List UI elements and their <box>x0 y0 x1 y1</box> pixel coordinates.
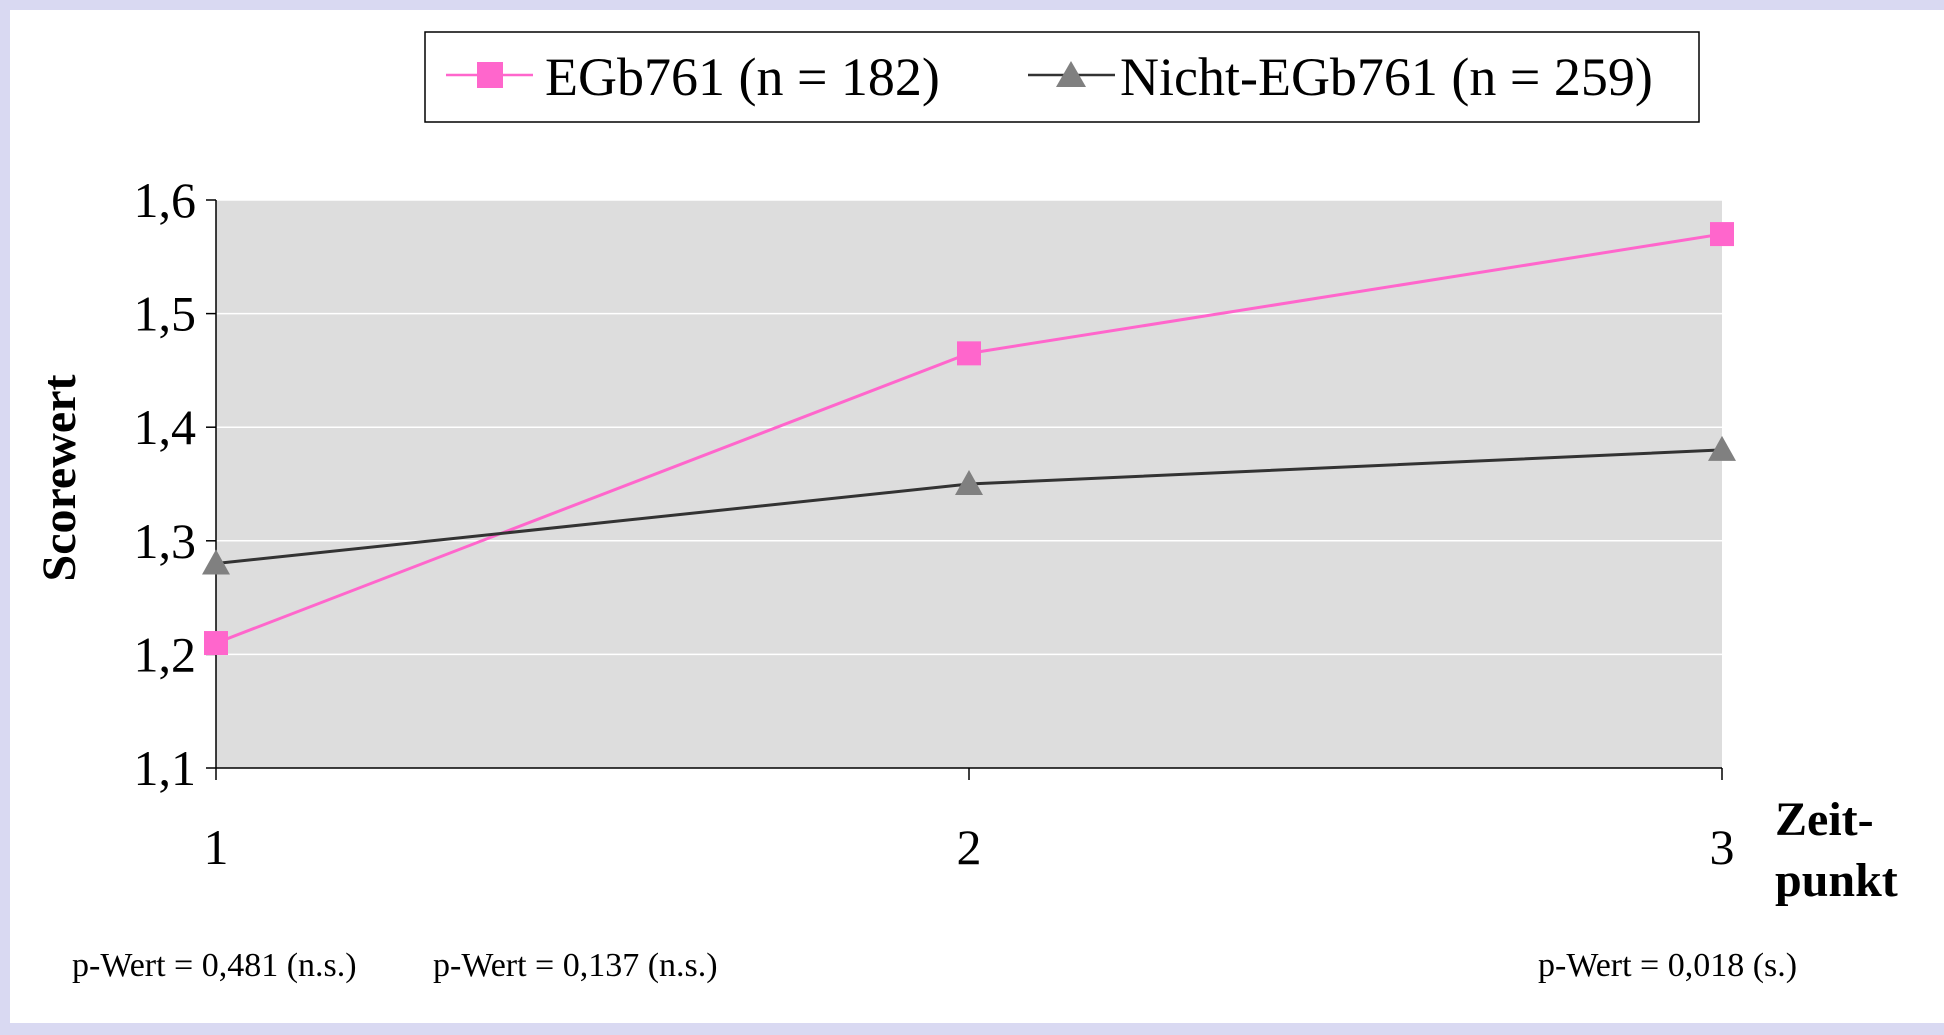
data-point <box>202 549 230 575</box>
y-tick-label: 1,1 <box>134 740 197 796</box>
x-axis-ticks: 1 2 3 <box>204 768 1735 875</box>
y-axis-title: Scorewert <box>33 374 86 581</box>
y-tick-label: 1,3 <box>134 513 197 569</box>
data-point <box>1710 222 1734 247</box>
series-layer <box>202 222 1736 656</box>
y-axis-ticks: 1,1 1,2 1,3 1,4 1,5 1,6 <box>134 172 216 796</box>
data-point <box>955 470 983 495</box>
p-value-annotation-1: p-Wert = 0,481 (n.s.) <box>72 947 357 984</box>
x-axis-title-line2: punkt <box>1775 854 1898 907</box>
series-2 <box>202 435 1736 575</box>
y-tick-label: 1,4 <box>134 399 197 455</box>
y-tick-label: 1,6 <box>134 172 197 228</box>
p-value-annotation-2: p-Wert = 0,137 (n.s.) <box>433 947 718 984</box>
legend-label-egb761: EGb761 (n = 182) <box>545 47 940 107</box>
x-tick-label: 3 <box>1710 819 1735 875</box>
data-point <box>1708 435 1736 461</box>
legend-marker-nicht-egb761 <box>1056 61 1086 87</box>
legend: EGb761 (n = 182) Nicht-EGb761 (n = 259) <box>424 31 1700 123</box>
series-1 <box>204 222 1734 656</box>
y-tick-label: 1,2 <box>134 626 197 682</box>
p-value-annotation-3: p-Wert = 0,018 (s.) <box>1538 947 1797 984</box>
x-axis-title-line1: Zeit- <box>1775 793 1874 846</box>
x-tick-label: 1 <box>204 819 229 875</box>
legend-label-nicht-egb761: Nicht-EGb761 (n = 259) <box>1120 47 1653 107</box>
data-point <box>957 341 981 366</box>
gridlines <box>216 199 1722 656</box>
y-tick-label: 1,5 <box>134 286 197 342</box>
legend-marker-egb761 <box>477 62 503 88</box>
data-point <box>204 631 228 656</box>
x-tick-label: 2 <box>957 819 982 875</box>
